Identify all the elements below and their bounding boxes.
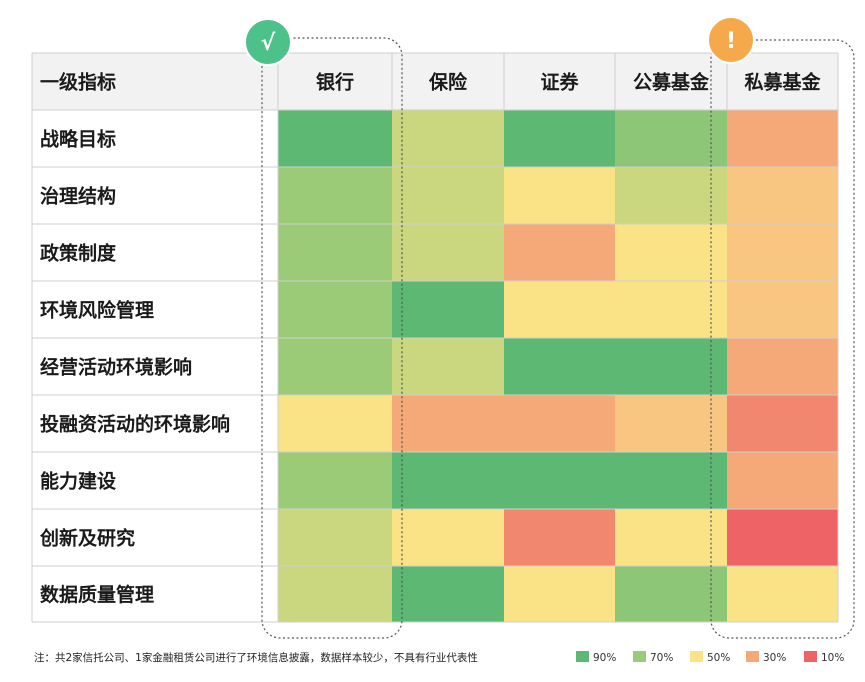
column-header-label: 公募基金 [633,71,710,94]
highlight-badge-symbol: ! [726,29,736,54]
heatmap-cell [278,110,392,167]
heatmap-cell [727,395,838,452]
heatmap-cell [615,338,727,395]
row-header-label: 经营活动环境影响 [40,356,192,379]
row-header-label: 投融资活动的环境影响 [40,413,230,436]
column-header-label: 保险 [428,71,468,94]
color-legend: 90% 70% 50% 30% 10% [576,651,844,664]
heatmap-cell [615,281,727,338]
column-header-label: 私募基金 [744,71,821,94]
heatmap-cell [727,509,838,566]
heatmap-cell [278,224,392,281]
legend-label: 90% [593,652,616,664]
column-highlight-outline [261,37,403,639]
row-header-label: 创新及研究 [39,527,135,550]
heatmap-cell [392,452,504,509]
heatmap-cell [278,395,392,452]
heatmap-cell [504,224,615,281]
heatmap-cell [278,281,392,338]
legend-label: 70% [650,652,673,664]
column-header-label: 证券 [540,71,579,94]
heatmap-cell [392,566,504,622]
heatmap-cell [504,395,615,452]
heatmap-cell [615,167,727,224]
legend-swatch [576,651,589,662]
heatmap-cell [727,167,838,224]
heatmap-cell [392,110,504,167]
header-row-background [32,53,838,110]
heatmap-cell [615,395,727,452]
row-header-label: 环境风险管理 [40,299,154,322]
heatmap-cell [727,452,838,509]
row-header-label: 数据质量管理 [40,583,154,606]
table-grid [31,52,839,623]
heatmap-cell [615,509,727,566]
heatmap-cell [278,338,392,395]
legend-swatch [804,651,817,662]
highlight-badge [707,16,755,64]
heatmap-cell [392,338,504,395]
legend-swatch [690,651,703,662]
heatmap-cell [504,509,615,566]
highlight-badge-symbol: √ [261,31,276,56]
heatmap-cell [615,224,727,281]
row-header-label: 战略目标 [40,128,116,151]
heatmap-cell [727,566,838,622]
heatmap-cell [615,452,727,509]
heatmap-cell [727,338,838,395]
heatmap-cell [615,566,727,622]
heatmap-cell [504,452,615,509]
heatmap-cell [504,338,615,395]
heatmap-cell [615,110,727,167]
column-highlights: √! [244,16,855,639]
table-labels: 一级指标 银行 保险 证券 公募基金 私募基金战略目标治理结构政策制度环境风险管理经营活动… [39,71,821,607]
row-header-label: 治理结构 [40,185,116,208]
heatmap-cell [727,281,838,338]
heatmap-cells [32,53,838,622]
legend-swatch [633,651,646,662]
row-header-label: 能力建设 [40,470,116,493]
legend-label: 50% [707,652,730,664]
corner-header-label: 一级指标 [40,71,116,94]
heatmap-cell [392,224,504,281]
heatmap-cell [392,395,504,452]
highlight-badge [244,18,292,66]
heatmap-cell [504,281,615,338]
heatmap-cell [278,566,392,622]
heatmap-cell [392,167,504,224]
row-header-label: 政策制度 [40,242,117,265]
legend-label: 10% [821,652,844,664]
heatmap-cell [727,110,838,167]
column-header-label: 银行 [316,71,354,94]
heatmap-cell [392,281,504,338]
heatmap-cell [278,509,392,566]
column-highlight-outline [710,39,855,639]
heatmap-cell [504,110,615,167]
legend-swatch [746,651,759,662]
heatmap-cell [727,224,838,281]
heatmap-cell [278,167,392,224]
heatmap-cell [504,167,615,224]
heatmap-cell [392,509,504,566]
footnote: 注：共2家信托公司、1家金融租赁公司进行了环境信息披露，数据样本较少，不具有行业… [34,651,478,664]
heatmap-cell [278,452,392,509]
legend-label: 30% [763,652,786,664]
chart-footer: 注：共2家信托公司、1家金融租赁公司进行了环境信息披露，数据样本较少，不具有行业… [34,651,844,664]
heatmap-cell [504,566,615,622]
